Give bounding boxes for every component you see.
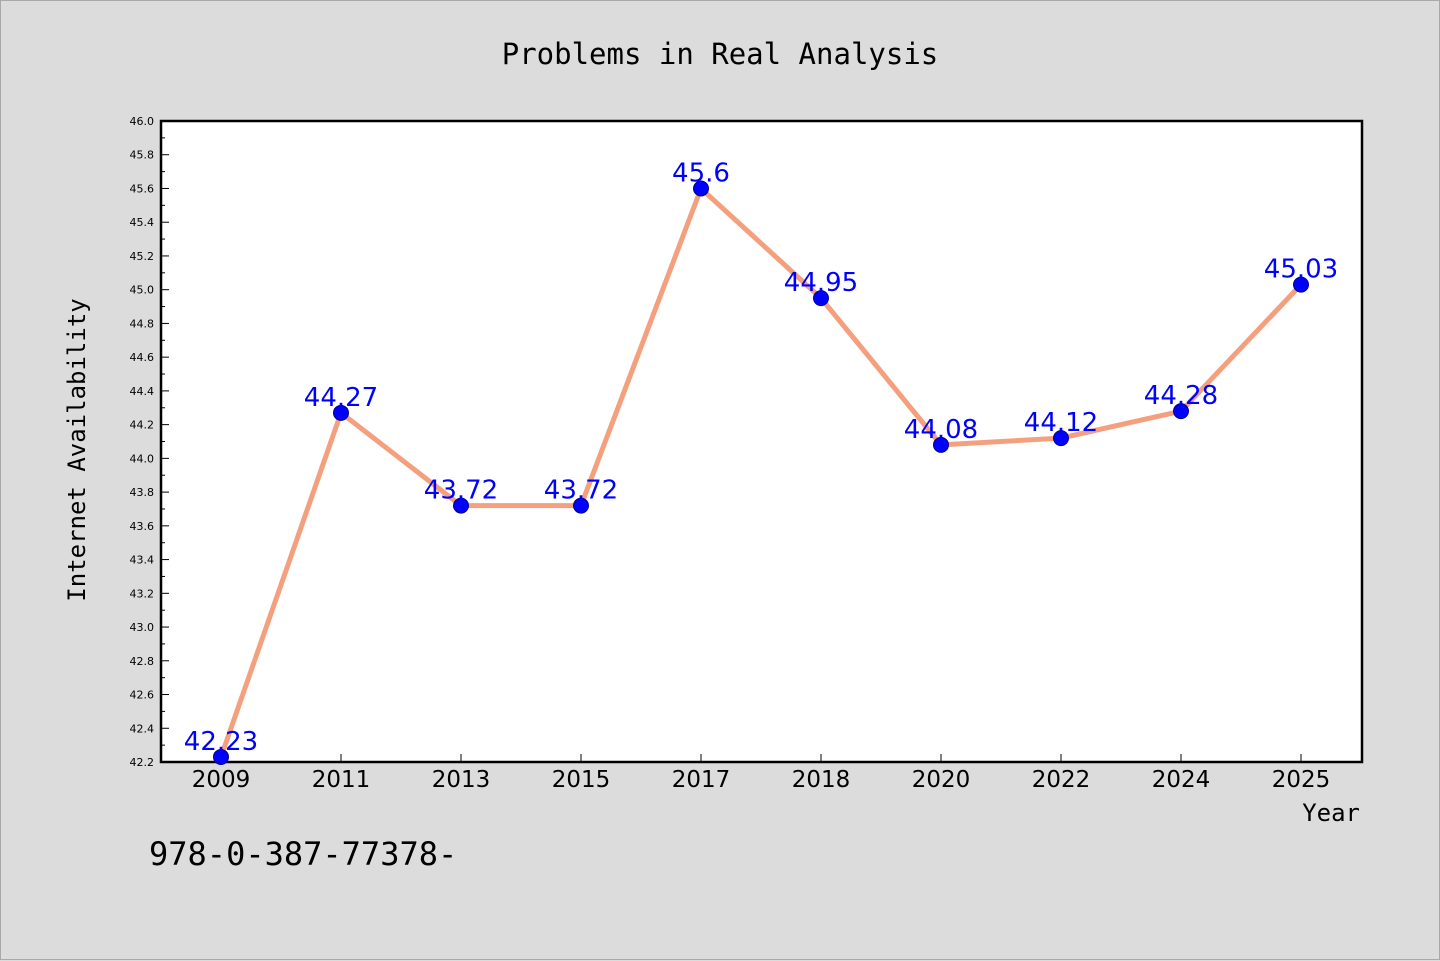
- data-point: [453, 497, 469, 514]
- x-axis-label: Year: [1302, 799, 1360, 827]
- data-point: [213, 748, 229, 765]
- data-label: 44.27: [304, 383, 378, 413]
- data-point: [1173, 403, 1189, 420]
- data-label: 45.03: [1264, 255, 1338, 285]
- chart-title: Problems in Real Analysis: [502, 37, 939, 71]
- y-tick-label: 46.0: [130, 115, 155, 128]
- y-tick-label: 43.8: [130, 486, 155, 499]
- y-tick-label: 44.6: [130, 351, 155, 364]
- x-tick-label: 2018: [792, 767, 851, 793]
- data-point: [1293, 276, 1309, 293]
- y-tick-label: 45.2: [130, 250, 155, 263]
- y-tick-label: 45.0: [130, 284, 155, 297]
- plot-area: [159, 119, 1364, 764]
- data-label: 43.72: [424, 476, 498, 506]
- y-tick-label: 45.4: [130, 216, 155, 229]
- y-tick-label: 44.0: [130, 452, 155, 465]
- y-axis-label: Internet Availability: [63, 298, 91, 601]
- x-tick-label: 2013: [432, 767, 491, 793]
- series-polyline: [218, 185, 1304, 760]
- y-tick-label: 43.0: [130, 621, 155, 634]
- y-tick-label: 43.2: [130, 587, 155, 600]
- x-tick-label: 2009: [192, 767, 251, 793]
- data-point: [813, 290, 829, 307]
- data-point: [573, 497, 589, 514]
- data-label: 44.95: [784, 268, 858, 298]
- y-tick-label: 45.8: [130, 149, 155, 162]
- data-label: 44.12: [1024, 408, 1098, 438]
- data-label: 44.08: [904, 415, 978, 445]
- x-tick-label: 2011: [312, 767, 371, 793]
- series-line: [218, 185, 1304, 760]
- y-tick-label: 43.6: [130, 520, 155, 533]
- x-tick-label: 2015: [552, 767, 611, 793]
- x-axis: 2009 2011 2013 2015 2017 2018 2020 2022 2024 2025: [192, 754, 1331, 793]
- x-tick-label: 2025: [1272, 767, 1331, 793]
- y-tick-label: 44.2: [130, 419, 155, 432]
- x-tick-label: 2020: [912, 767, 971, 793]
- x-tick-label: 2017: [672, 767, 731, 793]
- y-tick-label: 42.8: [130, 655, 155, 668]
- y-axis: 42.2 42.4 42.6 42.8 43.0 43.2 43.4 43.6 43.8 44.0…: [130, 115, 169, 769]
- y-tick-label: 45.6: [130, 182, 155, 195]
- y-tick-label: 42.6: [130, 689, 155, 702]
- data-point: [1053, 430, 1069, 447]
- x-tick-label: 2024: [1152, 767, 1211, 793]
- y-tick-label: 42.2: [130, 756, 155, 769]
- y-tick-label: 42.4: [130, 722, 155, 735]
- y-tick-label: 43.4: [130, 554, 155, 567]
- x-tick-label: 2022: [1032, 767, 1091, 793]
- y-tick-label: 44.4: [130, 385, 155, 398]
- data-label: 43.72: [544, 476, 618, 506]
- data-labels: 42.23 44.27 43.72 43.72 45.6 44.95 44.08 44.12 4…: [184, 158, 1338, 756]
- footnote-text: 978-0-387-77378-: [149, 835, 457, 873]
- data-label: 42.23: [184, 727, 258, 757]
- data-point: [693, 180, 709, 197]
- y-tick-label: 44.8: [130, 317, 155, 330]
- data-point: [333, 404, 349, 421]
- data-label: 45.6: [672, 158, 730, 188]
- series-markers: [213, 180, 1309, 765]
- data-label: 44.28: [1144, 381, 1218, 411]
- data-point: [933, 436, 949, 453]
